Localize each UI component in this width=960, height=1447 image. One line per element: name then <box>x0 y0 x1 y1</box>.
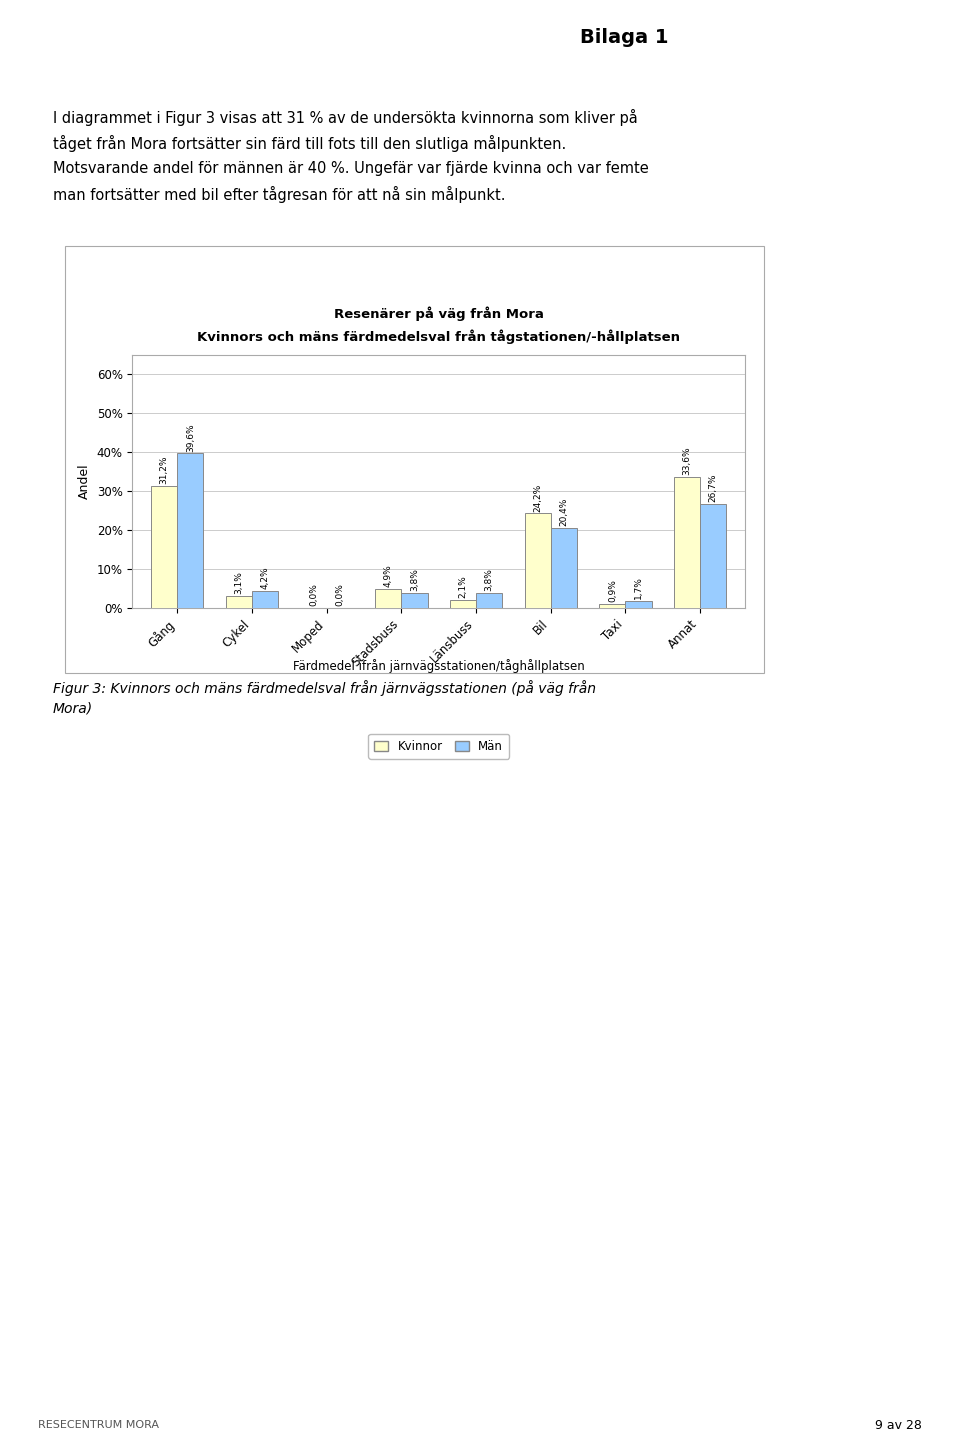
Text: Färdmedel ifrån järnvägsstationen/tåghållplatsen: Färdmedel ifrån järnvägsstationen/tåghål… <box>293 658 585 673</box>
Text: 4,9%: 4,9% <box>384 564 393 586</box>
Y-axis label: Andel: Andel <box>78 463 91 499</box>
Bar <box>551 528 577 608</box>
Text: 39,6%: 39,6% <box>186 423 195 451</box>
Text: 2,1%: 2,1% <box>459 574 468 598</box>
Text: 4,2%: 4,2% <box>260 567 270 589</box>
Text: 0,0%: 0,0% <box>309 583 318 606</box>
Text: 24,2%: 24,2% <box>533 483 542 511</box>
Bar <box>401 593 427 608</box>
Text: Bilaga 1: Bilaga 1 <box>580 27 668 48</box>
Text: 20,4%: 20,4% <box>560 498 568 527</box>
Bar <box>178 453 204 608</box>
Text: 3,1%: 3,1% <box>234 570 244 593</box>
Bar <box>151 486 178 608</box>
Text: Resenärer på väg från Mora: Resenärer på väg från Mora <box>334 307 543 321</box>
Text: 0,0%: 0,0% <box>335 583 345 606</box>
Bar <box>252 592 278 608</box>
Text: 3,8%: 3,8% <box>485 569 493 590</box>
Bar <box>476 593 502 608</box>
Bar <box>700 504 727 608</box>
Text: 26,7%: 26,7% <box>708 473 718 502</box>
Text: 33,6%: 33,6% <box>683 446 691 475</box>
Text: I diagrammet i Figur 3 visas att 31 % av de undersökta kvinnorna som kliver på
t: I diagrammet i Figur 3 visas att 31 % av… <box>53 109 649 203</box>
Text: RAMBØLL: RAMBØLL <box>34 23 131 41</box>
Text: 31,2%: 31,2% <box>159 456 169 485</box>
Text: RESECENTRUM MORA: RESECENTRUM MORA <box>38 1421 159 1430</box>
Text: 9 av 28: 9 av 28 <box>875 1420 922 1431</box>
Text: 1,7%: 1,7% <box>634 576 643 599</box>
Bar <box>599 605 626 608</box>
Bar <box>524 514 551 608</box>
Bar <box>226 596 252 608</box>
Text: 3,8%: 3,8% <box>410 569 419 590</box>
Bar <box>626 601 652 608</box>
Legend: Kvinnor, Män: Kvinnor, Män <box>369 734 509 758</box>
Bar <box>674 478 700 608</box>
Bar <box>375 589 401 608</box>
Bar <box>450 599 476 608</box>
Text: Kvinnors och mäns färdmedelsval från tågstationen/-hållplatsen: Kvinnors och mäns färdmedelsval från tåg… <box>197 330 681 344</box>
Text: 0,9%: 0,9% <box>608 579 617 602</box>
Text: Figur 3: Kvinnors och mäns färdmedelsval från järnvägsstationen (på väg från
Mor: Figur 3: Kvinnors och mäns färdmedelsval… <box>53 680 596 716</box>
